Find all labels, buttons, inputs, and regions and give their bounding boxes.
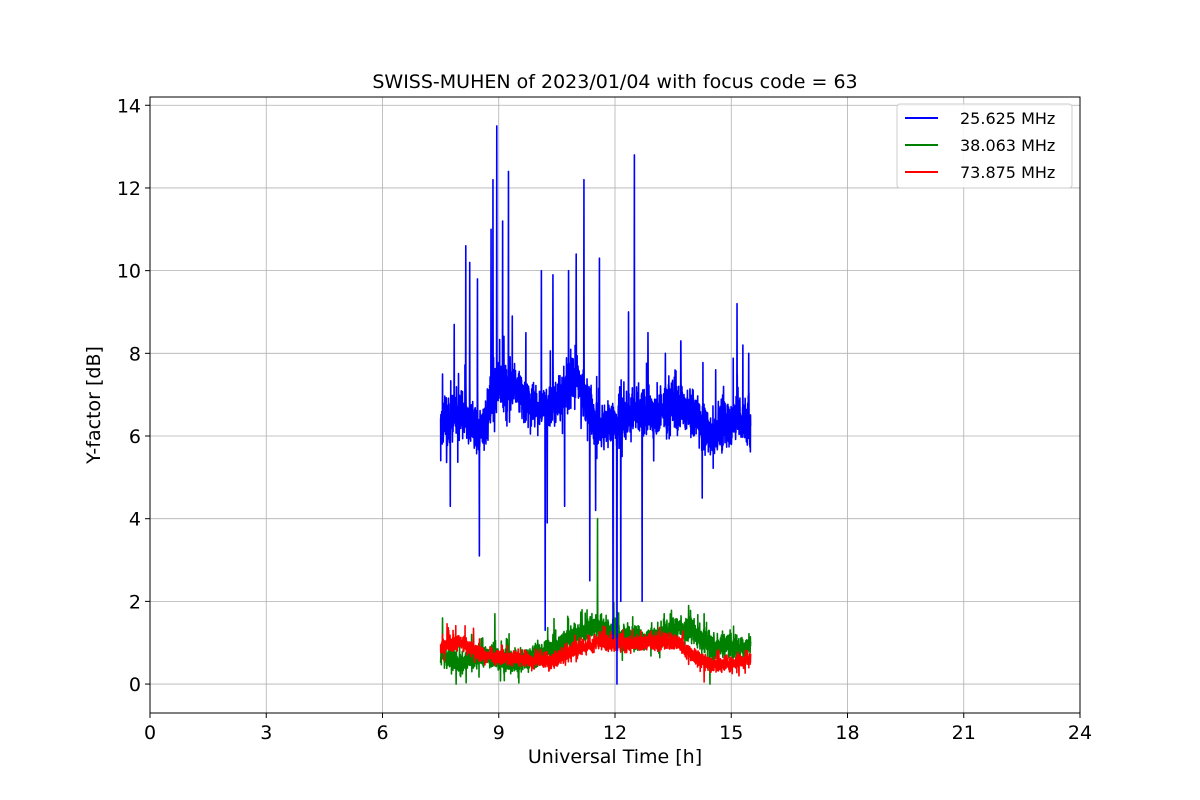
x-tick-label: 0 — [144, 722, 156, 744]
x-tick-label: 9 — [493, 722, 505, 744]
series-line-1 — [439, 125, 752, 685]
x-tick-label: 3 — [260, 722, 272, 744]
y-tick-label: 0 — [129, 674, 141, 696]
x-axis-label: Universal Time [h] — [528, 746, 702, 768]
y-tick-label: 14 — [117, 95, 141, 117]
y-tick-label: 4 — [129, 509, 141, 531]
x-tick-label: 18 — [835, 722, 859, 744]
x-tick-label: 24 — [1068, 722, 1092, 744]
x-tick-label: 21 — [952, 722, 976, 744]
x-axis-ticks: 0 3 6 9 12 15 18 21 24 — [144, 713, 1092, 744]
legend: 25.625 MHz 38.063 MHz 73.875 MHz — [896, 103, 1073, 189]
x-tick-label: 15 — [719, 722, 743, 744]
y-tick-label: 6 — [129, 426, 141, 448]
legend-label-series-3: 73.875 MHz — [960, 163, 1055, 182]
legend-label-series-2: 38.063 MHz — [960, 136, 1055, 155]
y-tick-label: 12 — [117, 178, 141, 200]
x-tick-label: 12 — [603, 722, 627, 744]
chart-title: SWISS-MUHEN of 2023/01/04 with focus cod… — [372, 71, 857, 93]
x-tick-label: 6 — [376, 722, 388, 744]
series-line-3 — [439, 623, 752, 683]
legend-label-series-1: 25.625 MHz — [960, 109, 1055, 128]
y-tick-label: 2 — [129, 591, 141, 613]
legend-box — [896, 103, 1073, 189]
y-tick-label: 8 — [129, 343, 141, 365]
y-tick-label: 10 — [117, 261, 141, 283]
plot-series — [439, 125, 752, 685]
y-axis-ticks: 0 2 4 6 8 10 12 14 — [117, 95, 150, 696]
y-axis-label: Y-factor [dB] — [83, 346, 105, 465]
